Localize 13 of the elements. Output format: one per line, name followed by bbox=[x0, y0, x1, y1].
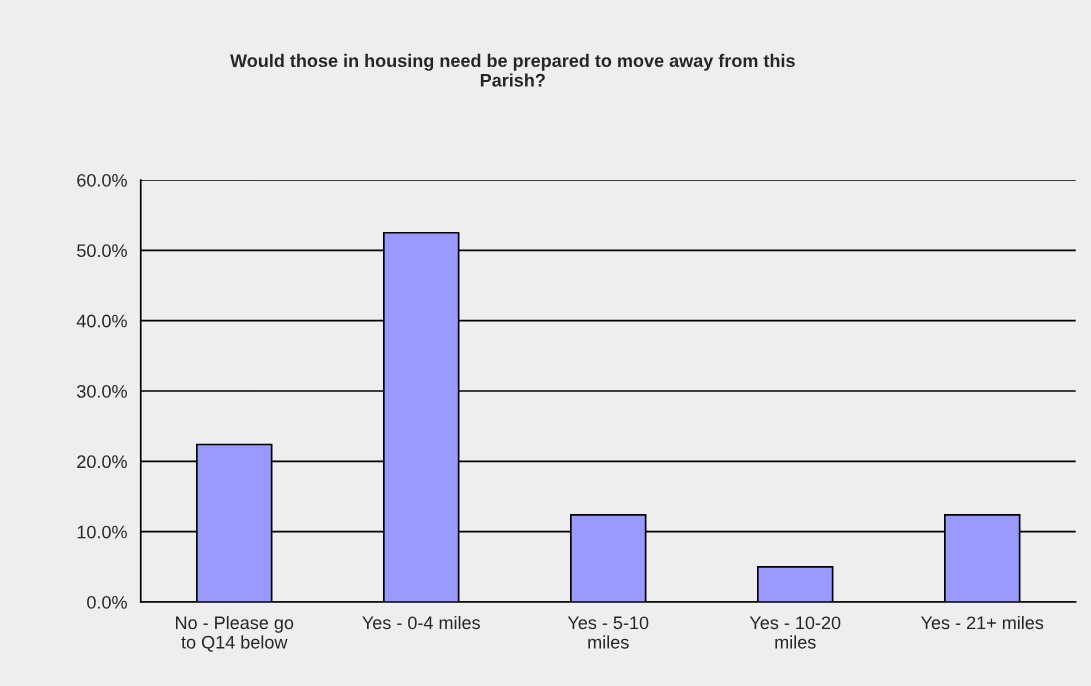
x-tick-label: No - Please go to Q14 below bbox=[176, 615, 294, 652]
y-tick-label: 30.0% bbox=[77, 384, 127, 398]
y-tick-label: 40.0% bbox=[76, 314, 127, 328]
x-tick-label: Yes - 10-20 miles bbox=[749, 616, 841, 649]
x-tick-label: Yes - 21+ miles bbox=[920, 615, 1044, 630]
y-tick-label: 20.0% bbox=[77, 455, 127, 469]
x-tick-label: Yes - 0-4 miles bbox=[362, 615, 480, 630]
x-tick-label: Yes - 5-10 miles bbox=[567, 616, 649, 649]
y-tick-label: 50.0% bbox=[77, 244, 127, 258]
y-tick-label: 10.0% bbox=[77, 525, 127, 539]
chart-title: Would those in housing need be prepared to move away from this Parish? bbox=[230, 53, 795, 87]
y-tick-label: 0.0% bbox=[87, 595, 127, 609]
y-tick-label: 60.0% bbox=[77, 173, 127, 187]
